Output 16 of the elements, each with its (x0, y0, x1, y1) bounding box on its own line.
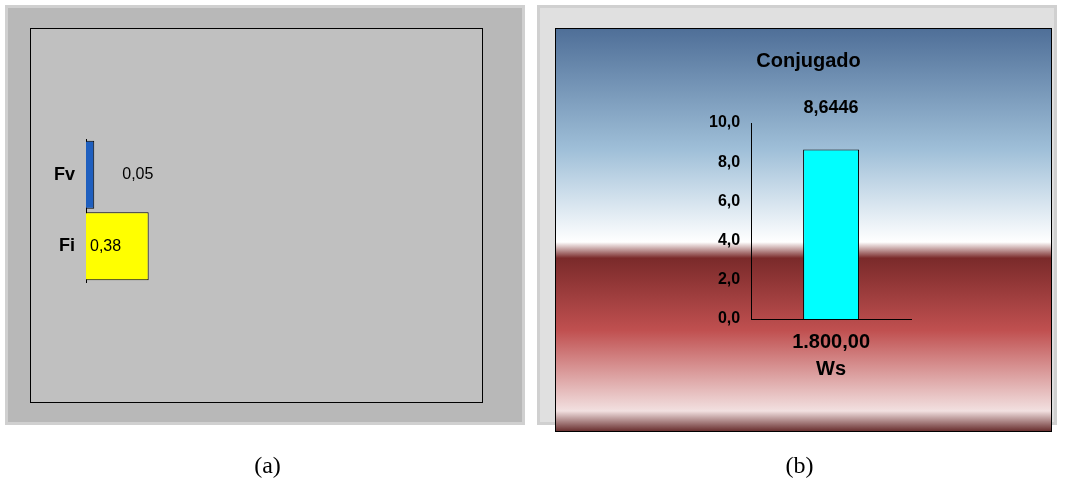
y-tick-label: Fv (53, 163, 76, 184)
x-axis-title: Ws (816, 356, 847, 379)
y-tick-label: 8,0 (717, 152, 741, 170)
y-tick-label: 2,0 (717, 270, 741, 288)
y-tick-label: 0,0 (717, 309, 741, 327)
data-label: 0,05 (122, 165, 154, 183)
y-tick-label: 10,0 (709, 113, 741, 131)
x-tick-label: 1.800,00 (792, 329, 870, 352)
y-tick-label: Fi (59, 235, 76, 256)
y-tick-label: 4,0 (717, 231, 741, 249)
chart-title: Conjugado (756, 48, 861, 71)
data-label: 8,6446 (803, 96, 859, 117)
text: (a) (253, 452, 282, 479)
data-label: 0,38 (90, 236, 122, 254)
y-tick-label: 6,0 (717, 191, 741, 209)
text: (b) (784, 452, 815, 479)
